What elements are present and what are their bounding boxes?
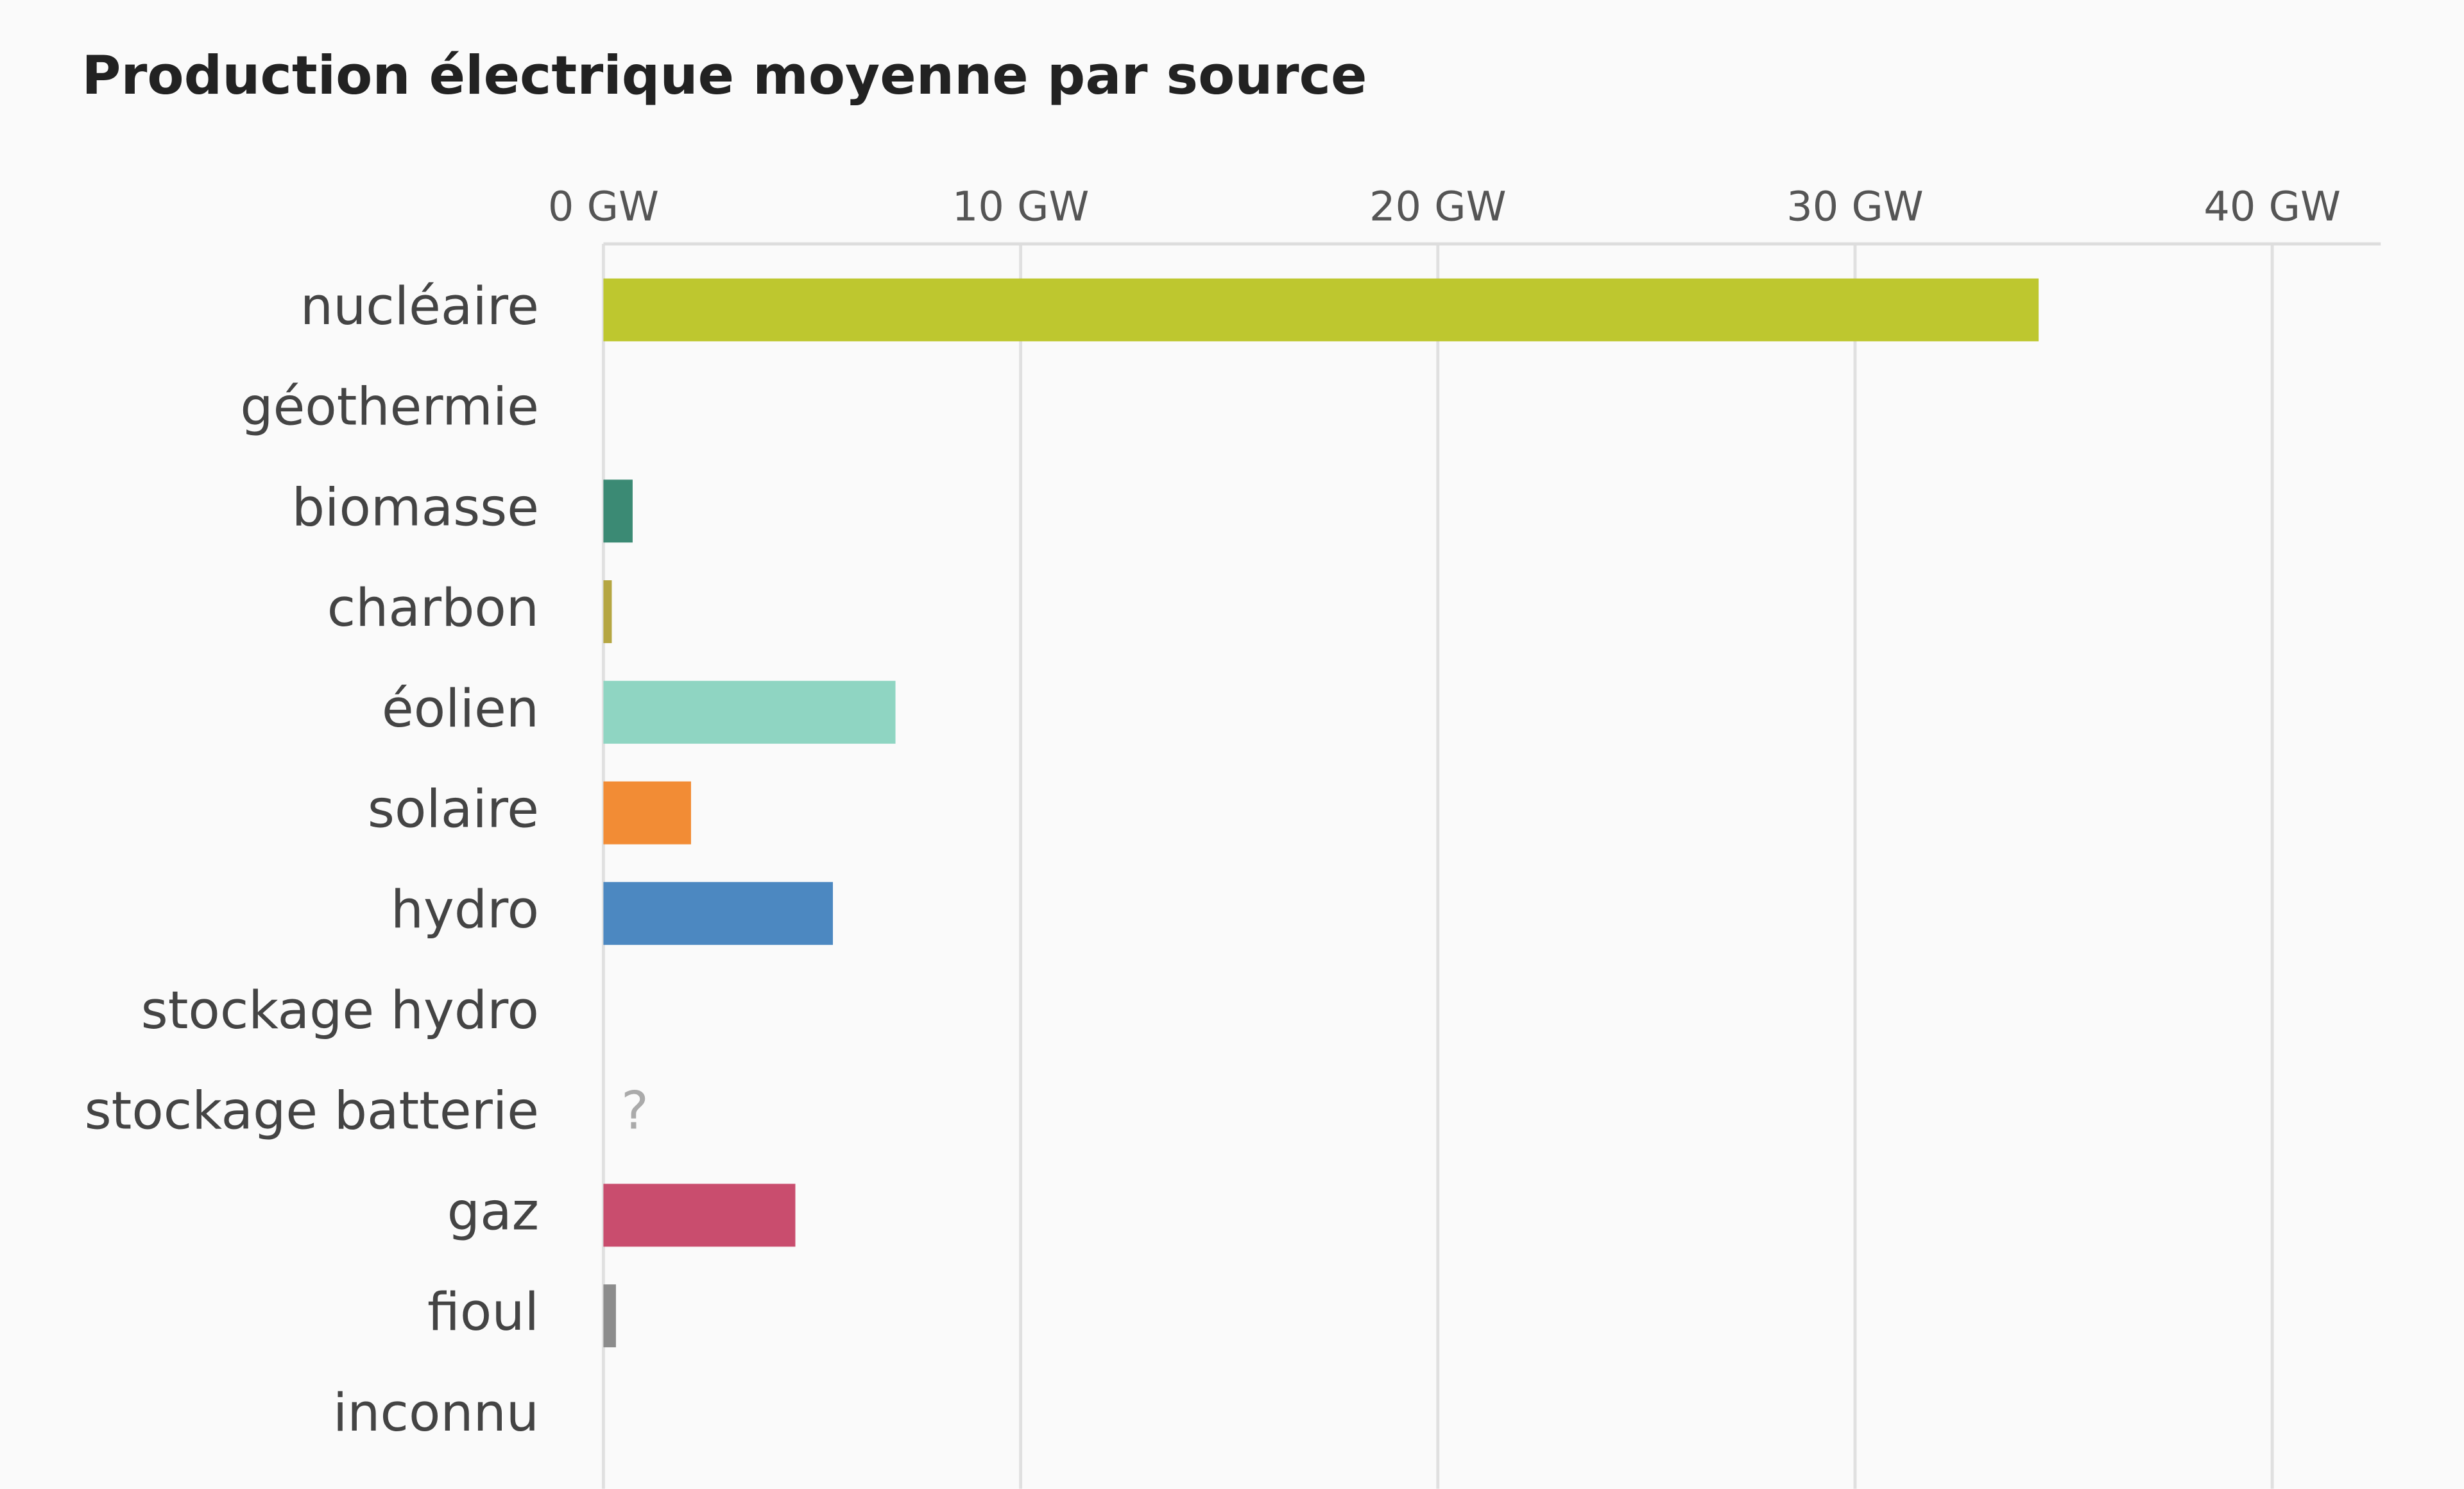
bar: [603, 479, 633, 543]
value-label: ?: [621, 1081, 649, 1142]
x-tick-label: 20 GW: [1369, 184, 1507, 231]
category-label: biomasse: [292, 478, 539, 538]
category-label: charbon: [327, 578, 539, 639]
bar: [603, 781, 691, 845]
category-label: stockage batterie: [85, 1081, 539, 1142]
x-tick-label: 10 GW: [952, 184, 1090, 231]
bar: [603, 680, 896, 744]
bar: [603, 882, 834, 945]
category-label: géothermie: [240, 377, 539, 438]
category-label: éolien: [382, 679, 539, 739]
bar: [603, 278, 2039, 341]
x-tick-label: 0 GW: [548, 184, 659, 231]
x-tick-label: 30 GW: [1786, 184, 1924, 231]
bar: [603, 580, 612, 644]
category-label: nucléaire: [300, 277, 539, 337]
chart-title: Production électrique moyenne par source: [81, 44, 1367, 107]
category-label: stockage hydro: [141, 981, 539, 1041]
bar: [603, 1284, 616, 1348]
x-tick-label: 40 GW: [2203, 184, 2341, 231]
category-label: inconnu: [333, 1383, 539, 1443]
category-label: solaire: [368, 779, 539, 839]
category-label: gaz: [447, 1182, 539, 1242]
category-label: fioul: [427, 1282, 539, 1343]
category-label: hydro: [391, 880, 539, 940]
bar: [603, 1183, 796, 1247]
